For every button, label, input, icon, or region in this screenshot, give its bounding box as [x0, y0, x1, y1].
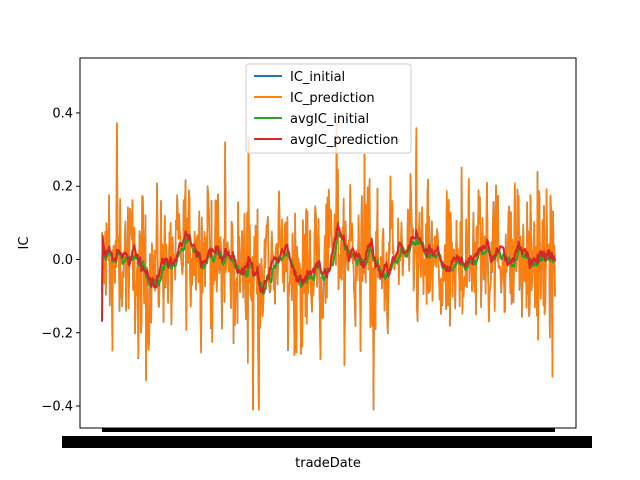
series-line-IC_prediction: [101, 120, 556, 411]
legend: IC_initial IC_prediction avgIC_initial avgI…: [245, 63, 412, 154]
series-line-avgIC_prediction: [101, 222, 556, 322]
legend-label-avgIC_prediction: avgIC_prediction: [290, 133, 399, 148]
y-tick-label: 0.4: [52, 106, 73, 121]
y-axis-label: IC: [17, 237, 32, 250]
x-axis: [62, 428, 592, 448]
y-tick-label: −0.2: [41, 326, 73, 341]
legend-label-IC_initial: IC_initial: [290, 70, 345, 85]
y-tick-label: 0.2: [52, 180, 73, 195]
legend-label-IC_prediction: IC_prediction: [290, 91, 375, 106]
x-tick-marks: [102, 428, 555, 432]
y-axis: 0.4 0.2 0.0 −0.2 −0.4: [41, 106, 80, 415]
legend-label-avgIC_initial: avgIC_initial: [290, 112, 369, 127]
x-tick-labels-overlapping: [62, 436, 592, 448]
y-tick-label: 0.0: [52, 253, 73, 268]
y-tick-label: −0.4: [41, 400, 73, 415]
x-axis-label: tradeDate: [295, 456, 361, 471]
legend-box: [245, 63, 412, 154]
